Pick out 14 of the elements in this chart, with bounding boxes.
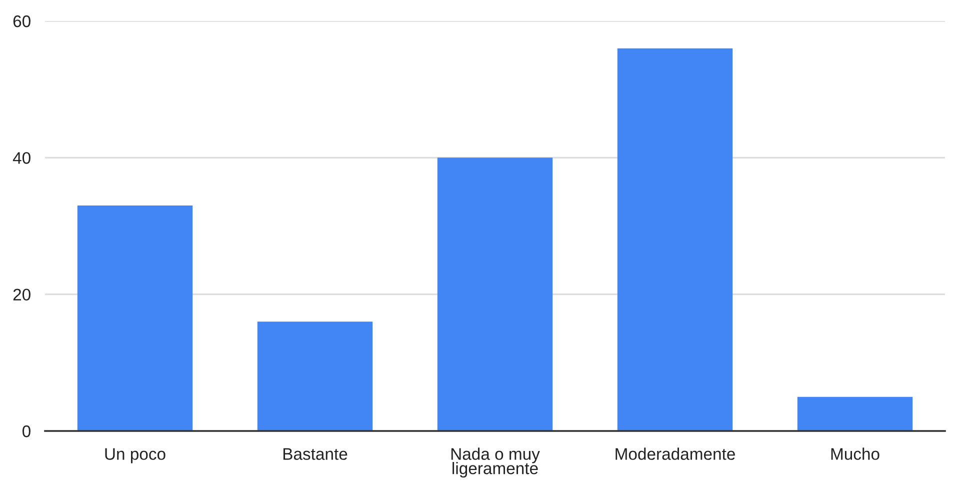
bar [437, 158, 553, 431]
x-tick-label: Bastante [283, 448, 348, 460]
bar [617, 48, 733, 431]
bar [257, 322, 373, 431]
x-tick-label: Moderadamente [616, 448, 735, 460]
x-tick-label: Nada o muy ligeramente [451, 448, 540, 478]
y-tick-label: 40 [12, 152, 30, 164]
x-tick-label: Mucho [831, 448, 880, 460]
y-tick-label: 60 [13, 15, 30, 28]
y-tick-label: 0 [22, 425, 30, 438]
bar [797, 396, 913, 431]
y-tick-label: 20 [13, 288, 30, 301]
bar [77, 206, 193, 431]
x-tick-label: Un poco [105, 448, 166, 464]
